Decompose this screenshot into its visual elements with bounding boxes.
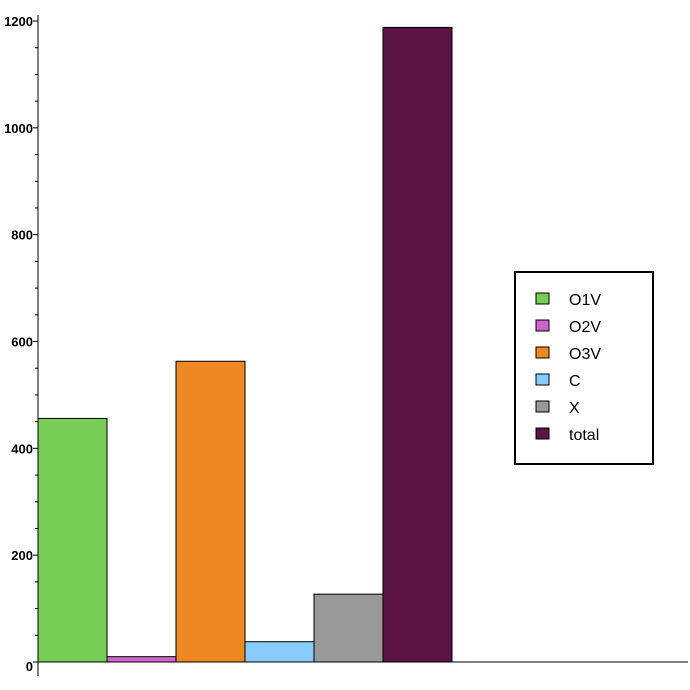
bar-o3v xyxy=(175,360,246,663)
bars-group xyxy=(37,26,453,663)
y-tick-label: 600 xyxy=(11,335,33,350)
legend-label-x: X xyxy=(569,400,580,417)
bar-total xyxy=(382,26,453,663)
legend-swatch-o3v xyxy=(535,346,550,359)
legend-swatch-o1v xyxy=(535,292,550,305)
bar-o2v xyxy=(106,656,177,663)
bar-o1v xyxy=(37,417,108,663)
axes-group xyxy=(37,15,688,676)
y-tick-label: 0 xyxy=(26,659,33,674)
y-tick-label: 1000 xyxy=(4,121,33,136)
y-tick-label: 1200 xyxy=(4,14,33,29)
legend-label-o3v: O3V xyxy=(569,346,601,363)
bar-x xyxy=(313,593,384,663)
legend-label-o2v: O2V xyxy=(569,319,601,336)
y-tick-label: 200 xyxy=(11,548,33,563)
y-tick-label: 800 xyxy=(11,228,33,243)
y-tick-label: 400 xyxy=(11,441,33,456)
legend-swatch-c xyxy=(535,373,550,386)
bar-c xyxy=(244,641,315,663)
legend-label-o1v: O1V xyxy=(569,292,601,309)
legend-swatch-o2v xyxy=(535,319,550,332)
legend-swatch-x xyxy=(535,400,550,413)
legend-swatch-total xyxy=(535,427,550,440)
legend-label-total: total xyxy=(569,427,599,444)
y-ticks-group: 0 200 400 600 800 1000 1200 xyxy=(4,14,38,674)
legend-label-c: C xyxy=(569,373,581,390)
